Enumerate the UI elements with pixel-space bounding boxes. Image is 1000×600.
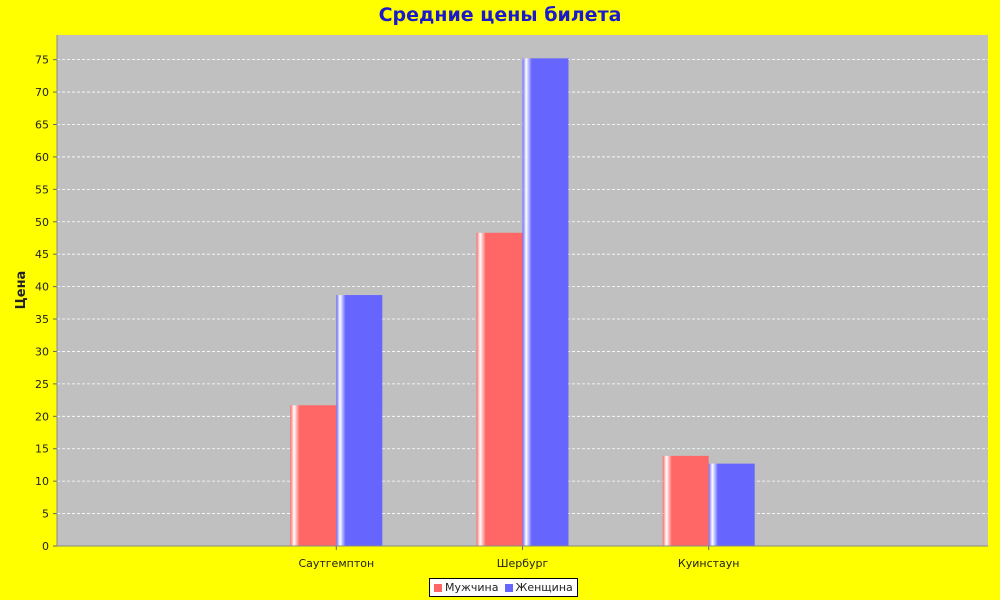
- y-tick-label: 45: [35, 248, 49, 261]
- bar-male-0: [290, 405, 337, 546]
- legend-swatch: [504, 583, 513, 592]
- y-tick-label: 5: [42, 508, 49, 521]
- bar-female-2: [708, 463, 755, 546]
- y-tick-label: 35: [35, 313, 49, 326]
- axes: [56, 35, 988, 547]
- legend-item-1: Женщина: [504, 580, 573, 595]
- legend-swatch: [434, 583, 442, 592]
- y-tick-label: 55: [35, 183, 49, 196]
- legend-label: Женщина: [515, 581, 573, 594]
- x-tick-label: Куинстаун: [678, 557, 740, 570]
- legend: Мужчина Женщина: [429, 578, 578, 597]
- bar-male-2: [662, 455, 709, 546]
- y-tick-label: 0: [42, 540, 49, 553]
- y-tick-label: 70: [35, 86, 49, 99]
- y-axis-label: Цена: [14, 271, 29, 310]
- y-tick-label: 65: [35, 118, 49, 131]
- chart-title: Средние цены билета: [378, 4, 622, 26]
- y-tick-label: 10: [35, 475, 49, 488]
- legend-label: Мужчина: [445, 581, 499, 594]
- y-tick-label: 50: [35, 216, 49, 229]
- y-tick-label: 30: [35, 345, 49, 358]
- x-tick-label: Саутгемптон: [298, 557, 374, 570]
- y-axis-ticks: 0 5 10 15 20 25 30 35 40 45 50 55 60 65 70 75: [35, 54, 57, 553]
- y-tick-label: 15: [35, 443, 49, 456]
- bar-female-1: [522, 58, 569, 546]
- x-axis-ticks: Саутгемптон Шербург Куинстаун: [298, 546, 739, 570]
- x-tick-label: Шербург: [497, 557, 549, 570]
- y-tick-label: 75: [35, 54, 49, 67]
- y-tick-label: 25: [35, 378, 49, 391]
- bars: [290, 58, 755, 547]
- y-tick-label: 40: [35, 281, 49, 294]
- y-tick-label: 20: [35, 410, 49, 423]
- legend-item-0: Мужчина: [434, 580, 499, 595]
- bar-male-1: [476, 232, 523, 547]
- bar-female-0: [336, 295, 383, 546]
- y-tick-label: 60: [35, 151, 49, 164]
